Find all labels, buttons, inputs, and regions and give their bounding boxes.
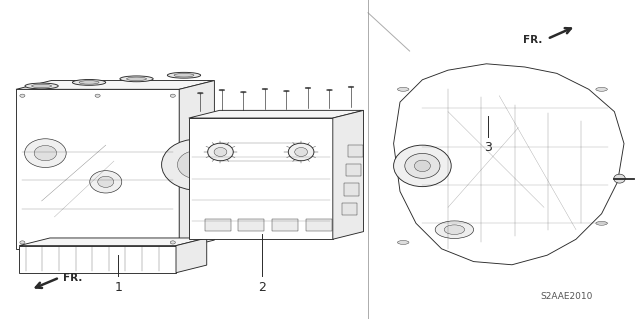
Ellipse shape <box>174 73 194 77</box>
Text: 3: 3 <box>484 141 492 154</box>
Ellipse shape <box>167 72 200 78</box>
Ellipse shape <box>614 174 625 183</box>
Ellipse shape <box>596 221 607 225</box>
Text: FR.: FR. <box>63 273 82 283</box>
Ellipse shape <box>170 241 175 244</box>
Text: 2: 2 <box>259 281 266 294</box>
Ellipse shape <box>72 79 106 85</box>
Ellipse shape <box>348 86 354 88</box>
Ellipse shape <box>79 81 99 84</box>
Ellipse shape <box>284 90 289 92</box>
Polygon shape <box>189 118 333 239</box>
Text: FR.: FR. <box>524 34 543 45</box>
Polygon shape <box>189 110 364 118</box>
Polygon shape <box>16 81 214 89</box>
Bar <box>272 219 298 231</box>
Ellipse shape <box>415 160 431 172</box>
Bar <box>344 183 359 196</box>
Ellipse shape <box>120 76 153 82</box>
Text: S2AAE2010: S2AAE2010 <box>540 293 593 301</box>
Ellipse shape <box>288 143 314 161</box>
Polygon shape <box>19 246 176 273</box>
Ellipse shape <box>90 171 122 193</box>
Ellipse shape <box>95 94 100 97</box>
Ellipse shape <box>197 93 204 94</box>
Polygon shape <box>179 81 214 249</box>
Polygon shape <box>16 89 179 249</box>
Polygon shape <box>19 238 207 246</box>
Bar <box>348 145 363 157</box>
Ellipse shape <box>31 84 52 88</box>
Text: 1: 1 <box>115 281 122 294</box>
Bar <box>342 203 357 215</box>
Ellipse shape <box>326 89 332 91</box>
Ellipse shape <box>25 83 58 89</box>
Ellipse shape <box>295 147 307 156</box>
Bar <box>239 219 264 231</box>
Ellipse shape <box>219 89 225 91</box>
Ellipse shape <box>405 153 440 178</box>
Bar <box>346 164 361 176</box>
Polygon shape <box>333 110 364 239</box>
Ellipse shape <box>397 241 409 244</box>
Ellipse shape <box>241 91 246 93</box>
Ellipse shape <box>177 151 216 179</box>
Bar <box>306 219 332 231</box>
Ellipse shape <box>397 87 409 91</box>
Bar <box>205 219 231 231</box>
Ellipse shape <box>127 77 147 81</box>
Ellipse shape <box>34 145 56 161</box>
Ellipse shape <box>262 88 268 90</box>
Ellipse shape <box>596 87 607 91</box>
Ellipse shape <box>214 147 227 156</box>
Ellipse shape <box>394 145 451 187</box>
Ellipse shape <box>305 87 311 89</box>
Ellipse shape <box>98 176 114 188</box>
Ellipse shape <box>20 241 25 244</box>
Ellipse shape <box>170 94 175 97</box>
Ellipse shape <box>207 143 234 161</box>
Ellipse shape <box>162 139 232 190</box>
Ellipse shape <box>20 94 25 97</box>
Ellipse shape <box>444 225 465 234</box>
Ellipse shape <box>24 139 66 167</box>
Ellipse shape <box>435 221 474 238</box>
Polygon shape <box>176 238 207 273</box>
Polygon shape <box>394 64 624 265</box>
